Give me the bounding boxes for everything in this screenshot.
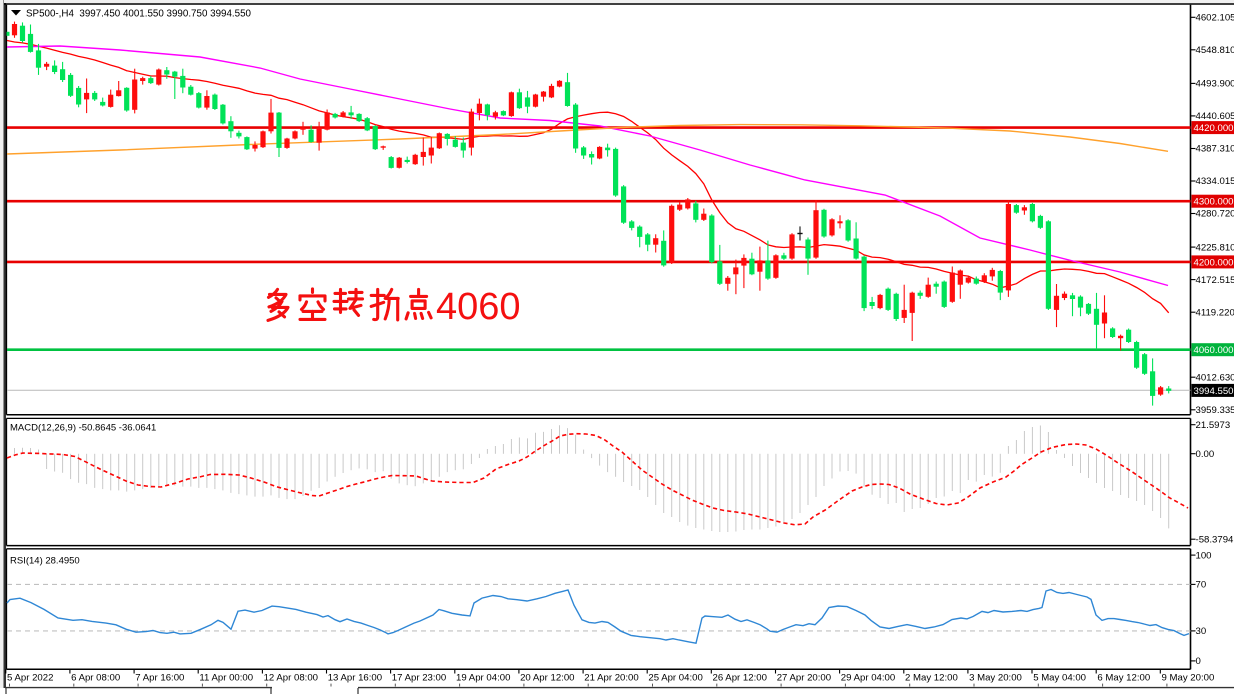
svg-text:4172.515: 4172.515 xyxy=(1196,275,1234,286)
svg-text:3 May 20:00: 3 May 20:00 xyxy=(969,673,1022,684)
svg-text:3994.550: 3994.550 xyxy=(1194,386,1234,397)
svg-text:7 Apr 16:00: 7 Apr 16:00 xyxy=(135,673,184,684)
svg-text:4420.000: 4420.000 xyxy=(1194,123,1234,134)
svg-text:6 Apr 08:00: 6 Apr 08:00 xyxy=(71,673,120,684)
svg-text:4280.720: 4280.720 xyxy=(1196,209,1234,220)
svg-text:19 Apr 04:00: 19 Apr 04:00 xyxy=(456,673,510,684)
svg-text:13 Apr 16:00: 13 Apr 16:00 xyxy=(328,673,382,684)
svg-text:4200.000: 4200.000 xyxy=(1194,257,1234,268)
svg-text:4334.015: 4334.015 xyxy=(1196,176,1234,187)
svg-text:RSI(14) 28.4950: RSI(14) 28.4950 xyxy=(10,556,80,567)
svg-text:9 May 20:00: 9 May 20:00 xyxy=(1162,673,1215,684)
svg-text:4440.605: 4440.605 xyxy=(1196,111,1234,122)
svg-text:4225.810: 4225.810 xyxy=(1196,242,1234,253)
svg-text:20 Apr 12:00: 20 Apr 12:00 xyxy=(520,673,574,684)
svg-text:0.00: 0.00 xyxy=(1196,449,1215,460)
svg-text:4387.310: 4387.310 xyxy=(1196,144,1234,155)
svg-text:12 Apr 08:00: 12 Apr 08:00 xyxy=(264,673,318,684)
svg-text:-58.3794: -58.3794 xyxy=(1196,534,1234,545)
svg-text:17 Apr 23:00: 17 Apr 23:00 xyxy=(392,673,446,684)
svg-text:4060.000: 4060.000 xyxy=(1194,345,1234,356)
svg-text:11 Apr 00:00: 11 Apr 00:00 xyxy=(199,673,253,684)
svg-text:4602.105: 4602.105 xyxy=(1196,13,1234,24)
svg-text:30: 30 xyxy=(1196,626,1207,637)
svg-text:4060: 4060 xyxy=(436,286,521,328)
svg-text:6 May 12:00: 6 May 12:00 xyxy=(1097,673,1150,684)
svg-text:4493.900: 4493.900 xyxy=(1196,79,1234,90)
svg-text:21.5973: 21.5973 xyxy=(1196,420,1231,431)
svg-text:26 Apr 12:00: 26 Apr 12:00 xyxy=(713,673,767,684)
svg-text:4012.630: 4012.630 xyxy=(1196,372,1234,383)
svg-text:25 Apr 04:00: 25 Apr 04:00 xyxy=(648,673,702,684)
svg-text:27 Apr 20:00: 27 Apr 20:00 xyxy=(777,673,831,684)
svg-text:5 May 04:00: 5 May 04:00 xyxy=(1033,673,1086,684)
svg-text:MACD(12,26,9) -50.8645 -36.064: MACD(12,26,9) -50.8645 -36.0641 xyxy=(10,423,156,434)
svg-text:21 Apr 20:00: 21 Apr 20:00 xyxy=(584,673,638,684)
svg-text:100: 100 xyxy=(1196,550,1212,561)
svg-text:4300.000: 4300.000 xyxy=(1194,197,1234,208)
svg-text:3959.335: 3959.335 xyxy=(1196,405,1234,416)
svg-text:4119.220: 4119.220 xyxy=(1196,307,1234,318)
svg-text:29 Apr 04:00: 29 Apr 04:00 xyxy=(841,673,895,684)
svg-text:SP500-,H4 3997.450 4001.550 3: SP500-,H4 3997.450 4001.550 3990.750 399… xyxy=(26,9,252,20)
svg-text:70: 70 xyxy=(1196,580,1207,591)
svg-text:0: 0 xyxy=(1196,656,1201,667)
svg-text:5 Apr 2022: 5 Apr 2022 xyxy=(7,673,53,684)
svg-text:4548.810: 4548.810 xyxy=(1196,45,1234,56)
svg-text:2 May 12:00: 2 May 12:00 xyxy=(905,673,958,684)
